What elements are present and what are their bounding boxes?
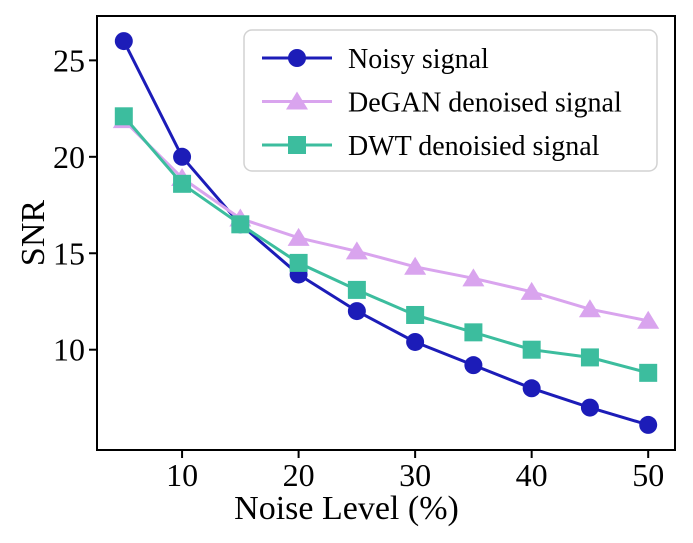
plot-frame: [96, 15, 676, 451]
y-tick-label: 15: [53, 235, 85, 271]
data-point: [522, 340, 541, 359]
data-point: [287, 227, 310, 246]
data-point: [637, 310, 660, 329]
data-point: [462, 268, 485, 287]
y-axis-label: SNR: [15, 199, 52, 267]
legend-label: Noisy signal: [348, 44, 489, 75]
data-point: [289, 253, 308, 272]
square-icon: [288, 136, 306, 154]
data-point: [464, 356, 483, 375]
data-point: [347, 302, 366, 321]
legend-label: DWT denoisied signal: [348, 131, 600, 162]
legend-item: Noisy signal: [262, 44, 489, 75]
data-point: [404, 256, 427, 275]
series-line: [122, 119, 649, 323]
data-point: [173, 174, 192, 193]
data-point: [522, 379, 541, 398]
legend: Noisy signal DeGAN denoised signal DWT den…: [243, 29, 658, 172]
y-tick-label: 10: [53, 332, 85, 368]
data-point: [406, 332, 425, 351]
x-tick-label: 20: [283, 457, 315, 493]
x-tick-label: 30: [399, 457, 431, 493]
series-line: [122, 115, 649, 375]
legend-label: DeGAN denoised signal: [348, 88, 622, 119]
legend-box: [243, 29, 658, 172]
data-point: [639, 363, 658, 382]
x-axis-label: Noise Level (%): [234, 490, 459, 527]
data-point: [345, 241, 368, 260]
data-point: [639, 415, 658, 434]
data-point: [114, 32, 133, 51]
legend-item: DeGAN denoised signal: [262, 88, 622, 119]
x-tick-label: 40: [516, 457, 548, 493]
data-point: [464, 323, 483, 342]
data-point: [580, 398, 599, 417]
circle-icon: [288, 49, 306, 67]
y-tick-label: 25: [53, 42, 85, 78]
y-tick-label: 20: [53, 139, 85, 175]
x-tick-label: 10: [166, 457, 198, 493]
series-line: [122, 40, 649, 427]
data-point: [231, 215, 250, 234]
data-point: [580, 348, 599, 367]
data-point: [578, 299, 601, 318]
data-point: [520, 281, 543, 300]
x-tick-label: 50: [632, 457, 664, 493]
data-point: [173, 147, 192, 166]
data-point: [114, 107, 133, 126]
triangle-icon: [286, 91, 308, 110]
data-point: [347, 280, 366, 299]
legend-item: DWT denoisied signal: [262, 131, 600, 162]
data-point: [406, 305, 425, 324]
